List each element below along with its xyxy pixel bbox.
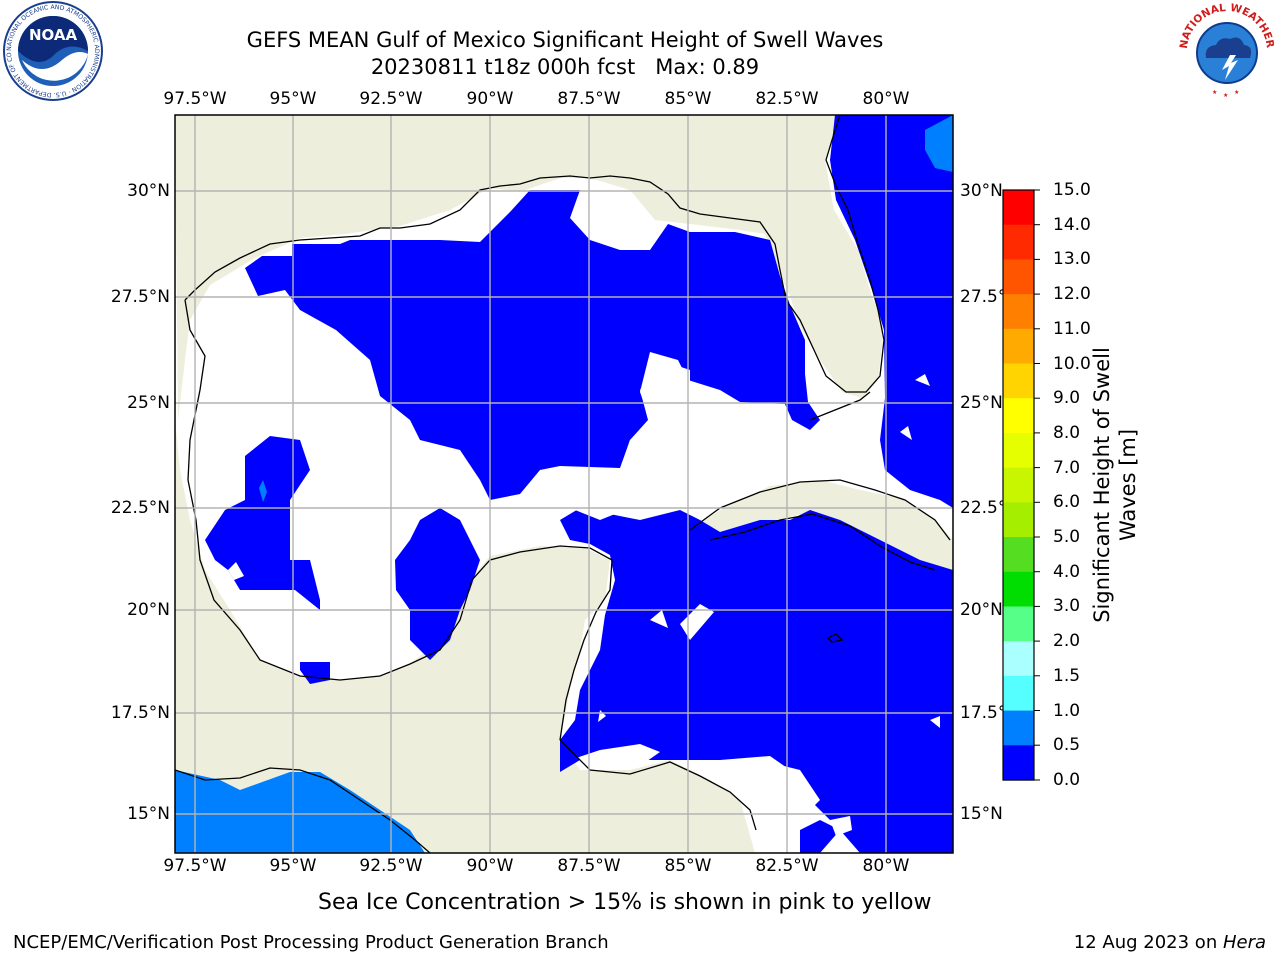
colorbar-tick-label: 5.0 bbox=[1053, 527, 1081, 547]
lat-label-right: 15°N bbox=[960, 804, 1003, 824]
colorbar-swatch bbox=[1003, 641, 1034, 677]
credit-left: NCEP/EMC/Verification Post Processing Pr… bbox=[13, 932, 609, 953]
colorbar-swatch bbox=[1003, 571, 1034, 608]
colorbar-swatch bbox=[1003, 537, 1034, 573]
lat-label-right: 20°N bbox=[960, 600, 1003, 620]
lon-label-top: 97.5°W bbox=[163, 89, 227, 109]
lon-label-bottom: 92.5°W bbox=[359, 856, 423, 876]
noaa-logo: NATIONAL OCEANIC AND ATMOSPHERIC ADMINIS… bbox=[2, 0, 103, 101]
lon-label-top: 92.5°W bbox=[359, 89, 423, 109]
lon-label-top: 90°W bbox=[466, 89, 514, 109]
colorbar-tick-label: 10.0 bbox=[1053, 353, 1091, 374]
lat-label-left: 15°N bbox=[127, 804, 170, 824]
chart-title: GEFS MEAN Gulf of Mexico Significant Hei… bbox=[246, 28, 884, 52]
colorbar-swatch bbox=[1003, 398, 1034, 434]
colorbar-tick-label: 15.0 bbox=[1053, 180, 1091, 200]
colorbar-tick-label: 9.0 bbox=[1053, 388, 1081, 409]
lon-label-bottom: 82.5°W bbox=[755, 856, 819, 876]
sea-ice-note: Sea Ice Concentration > 15% is shown in … bbox=[318, 890, 932, 915]
colorbar-tick-label: 13.0 bbox=[1053, 249, 1091, 270]
lon-label-top: 82.5°W bbox=[755, 89, 819, 109]
colorbar-tick-label: 11.0 bbox=[1053, 318, 1091, 339]
credit-host: Hera bbox=[1222, 932, 1266, 953]
lon-label-bottom: 80°W bbox=[862, 856, 910, 876]
colorbar-tick-label: 3.0 bbox=[1053, 596, 1081, 617]
lon-label-bottom: 85°W bbox=[664, 856, 712, 876]
colorbar-tick-label: 1.0 bbox=[1053, 700, 1081, 721]
colorbar-swatch bbox=[1003, 710, 1034, 746]
svg-text:★: ★ bbox=[1212, 89, 1217, 96]
colorbar-title-line2: Waves [m] bbox=[1116, 428, 1140, 542]
lat-label-left: 30°N bbox=[127, 181, 170, 201]
lon-label-bottom: 90°W bbox=[466, 856, 514, 876]
lat-label-right: 25°N bbox=[960, 393, 1003, 413]
colorbar-tick-label: 12.0 bbox=[1053, 284, 1091, 305]
lon-label-bottom: 87.5°W bbox=[557, 856, 621, 876]
colorbar-swatch bbox=[1003, 224, 1034, 261]
colorbar-swatch bbox=[1003, 467, 1034, 503]
colorbar-tick-label: 1.5 bbox=[1053, 665, 1081, 686]
lat-label-left: 27.5°N bbox=[110, 287, 170, 307]
colorbar-swatch bbox=[1003, 259, 1034, 295]
lon-label-top: 80°W bbox=[862, 89, 910, 109]
colorbar-swatch bbox=[1003, 363, 1034, 399]
colorbar-swatch bbox=[1003, 432, 1034, 469]
lon-label-top: 85°W bbox=[664, 89, 712, 109]
colorbar-swatch bbox=[1003, 606, 1034, 642]
swell-field-zero bbox=[228, 360, 940, 853]
svg-text:NOAA: NOAA bbox=[29, 26, 78, 44]
colorbar-tick-label: 6.0 bbox=[1053, 492, 1081, 513]
credit-date: 12 Aug 2023 on bbox=[1073, 932, 1223, 953]
svg-text:★: ★ bbox=[1223, 92, 1228, 99]
colorbar-swatch bbox=[1003, 745, 1034, 781]
lat-label-left: 17.5°N bbox=[110, 703, 170, 723]
colorbar-swatch bbox=[1003, 190, 1034, 226]
colorbar-tick-label: 4.0 bbox=[1053, 561, 1081, 582]
lat-label-left: 25°N bbox=[127, 393, 170, 413]
svg-text:★: ★ bbox=[1234, 89, 1239, 96]
coastline bbox=[175, 115, 951, 853]
colorbar-tick-label: 0.0 bbox=[1053, 770, 1081, 790]
lon-label-bottom: 97.5°W bbox=[163, 856, 227, 876]
nws-logo: NATIONAL WEATHER SERVICE ★ ★ ★ bbox=[1176, 0, 1276, 99]
graticule bbox=[175, 115, 953, 853]
colorbar-swatch bbox=[1003, 328, 1034, 365]
colorbar-swatch bbox=[1003, 294, 1034, 330]
colorbar-tick-label: 0.5 bbox=[1053, 735, 1081, 756]
lat-label-right: 30°N bbox=[960, 181, 1003, 201]
colorbar-tick-label: 14.0 bbox=[1053, 214, 1091, 235]
map-frame bbox=[174, 114, 954, 854]
swell-field-mid bbox=[175, 115, 953, 853]
lon-label-top: 87.5°W bbox=[557, 89, 621, 109]
colorbar-swatch bbox=[1003, 675, 1034, 712]
colorbar bbox=[1002, 189, 1040, 781]
colorbar-tick-label: 7.0 bbox=[1053, 457, 1081, 478]
lon-label-bottom: 95°W bbox=[269, 856, 317, 876]
chart-subtitle: 20230811 t18z 000h fcst Max: 0.89 bbox=[370, 55, 760, 79]
lat-label-left: 20°N bbox=[127, 600, 170, 620]
colorbar-swatch bbox=[1003, 502, 1034, 538]
colorbar-tick-label: 8.0 bbox=[1053, 422, 1081, 443]
lat-label-left: 22.5°N bbox=[110, 498, 170, 518]
colorbar-title-line1: Significant Height of Swell bbox=[1090, 347, 1114, 623]
colorbar-tick-label: 2.0 bbox=[1053, 631, 1081, 652]
credit-right: 12 Aug 2023 on Hera bbox=[1074, 932, 1266, 953]
lon-label-top: 95°W bbox=[269, 89, 317, 109]
swell-field-low bbox=[205, 115, 953, 853]
